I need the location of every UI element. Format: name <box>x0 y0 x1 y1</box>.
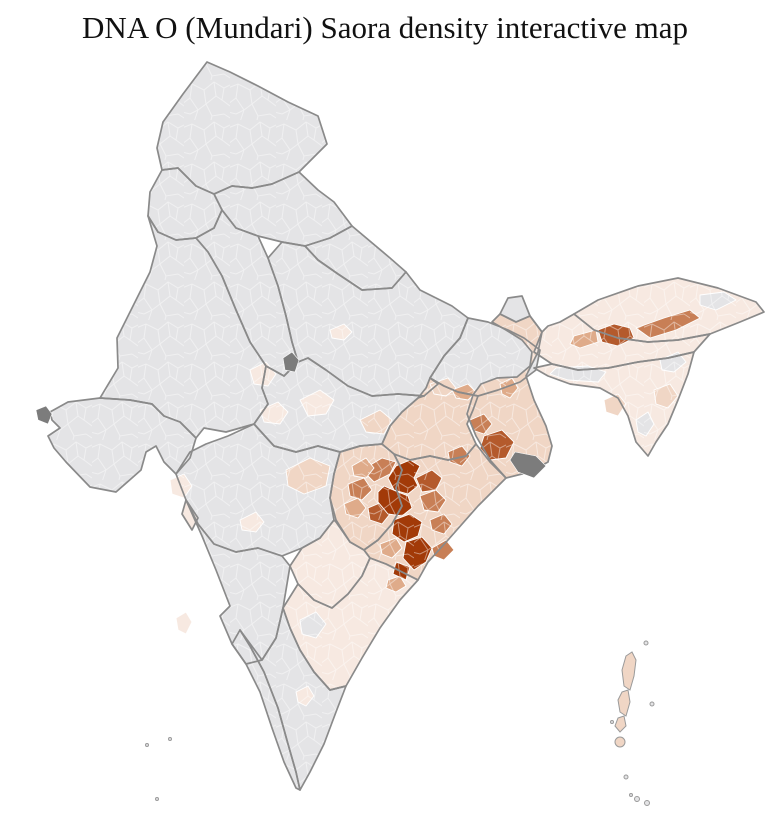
district-karnataka-coast-patch[interactable] <box>175 611 193 635</box>
islands-layer <box>145 640 655 806</box>
region-delhi-ncr[interactable] <box>282 351 300 373</box>
andaman-island-middle[interactable] <box>617 689 631 717</box>
lakshadweep-island-dot[interactable] <box>168 737 172 741</box>
page-title: DNA O (Mundari) Saora density interactiv… <box>81 10 689 45</box>
andaman-island-south[interactable] <box>614 715 627 733</box>
lakshadweep-island-dot[interactable] <box>155 797 159 801</box>
nicobar-island-dot[interactable] <box>634 796 640 802</box>
andaman-island-north[interactable] <box>621 651 637 691</box>
little-andaman-island[interactable] <box>614 736 626 748</box>
nicobar-island-dot[interactable] <box>629 793 633 797</box>
region-sundarbans[interactable] <box>509 451 547 479</box>
region-kutch-west-tip[interactable] <box>35 405 53 425</box>
special-regions-layer <box>35 351 547 479</box>
andaman-islet-dot[interactable] <box>643 640 649 646</box>
andaman-islet-dot[interactable] <box>649 701 655 707</box>
nicobar-island-dot[interactable] <box>644 800 650 806</box>
andaman-islet-dot[interactable] <box>610 720 614 724</box>
nicobar-island-dot[interactable] <box>623 774 629 780</box>
lakshadweep-island-dot[interactable] <box>145 743 149 747</box>
